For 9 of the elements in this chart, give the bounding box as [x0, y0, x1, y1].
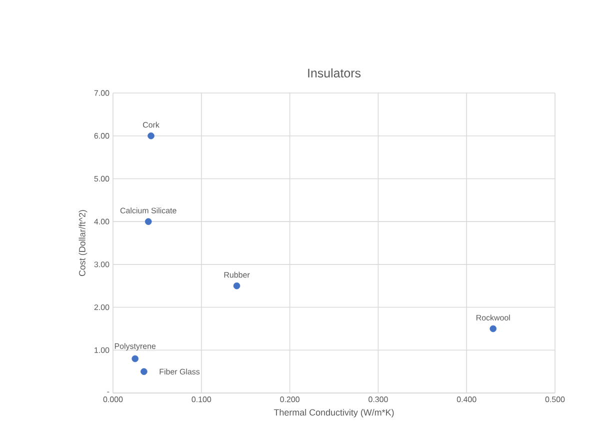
point — [490, 325, 497, 332]
point — [132, 355, 138, 362]
point — [148, 132, 154, 140]
x-axis-title: Thermal Conductivity (W/m*K) — [274, 409, 394, 418]
point — [140, 368, 148, 375]
chart-title: Insulators — [308, 68, 361, 78]
point — [233, 282, 240, 290]
y-axis-title: Cost (Dollar/ft^2) — [78, 210, 88, 276]
point — [144, 218, 152, 225]
